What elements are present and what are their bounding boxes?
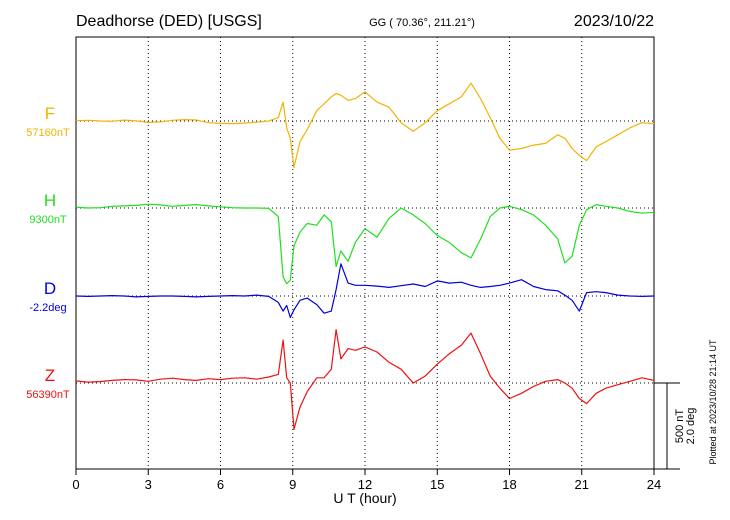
scale-label-deg: 2.0 deg xyxy=(685,408,697,445)
x-tick-label: 9 xyxy=(289,477,296,492)
x-axis-label: U T (hour) xyxy=(333,490,396,506)
x-tick-label: 12 xyxy=(358,477,372,492)
x-tick-label: 15 xyxy=(430,477,444,492)
station-coordinates: GG ( 70.36°, 211.21°) xyxy=(369,17,475,29)
x-tick-label: 6 xyxy=(217,477,224,492)
scale-bar: 500 nT 2.0 deg xyxy=(654,382,697,470)
series-line-d xyxy=(75,263,655,319)
baseline-lines xyxy=(76,120,654,384)
series-baseline-label-z: 56390nT xyxy=(26,389,70,401)
scale-label-nt: 500 nT xyxy=(674,409,686,444)
series-baseline-label-d: -2.2deg xyxy=(29,302,66,314)
chart-title: Deadhorse (DED) [USGS] xyxy=(76,13,262,30)
chart-date: 2023/10/22 xyxy=(574,13,654,30)
series-name-d: D xyxy=(44,279,56,298)
series-labels: F 57160nT H 9300nT D -2.2deg Z 56390nT xyxy=(26,104,70,401)
series-lines xyxy=(75,82,655,430)
series-name-f: F xyxy=(45,104,55,123)
plotted-timestamp: Plotted at 2023/10/28 21:14 UT xyxy=(708,339,718,465)
series-line-h xyxy=(75,203,655,285)
series-name-h: H xyxy=(44,191,56,210)
series-line-z xyxy=(75,329,655,430)
series-line-f xyxy=(75,82,655,168)
x-tick-label: 18 xyxy=(502,477,516,492)
x-axis-ticks: 0 3 6 9 12 15 18 21 24 xyxy=(72,469,661,492)
x-tick-label: 0 xyxy=(72,477,79,492)
series-baseline-label-h: 9300nT xyxy=(29,214,67,226)
x-tick-label: 3 xyxy=(145,477,152,492)
grid-lines xyxy=(147,37,583,469)
x-tick-label: 24 xyxy=(647,477,661,492)
x-tick-label: 21 xyxy=(575,477,589,492)
series-baseline-label-f: 57160nT xyxy=(26,127,70,139)
series-name-z: Z xyxy=(45,366,55,385)
